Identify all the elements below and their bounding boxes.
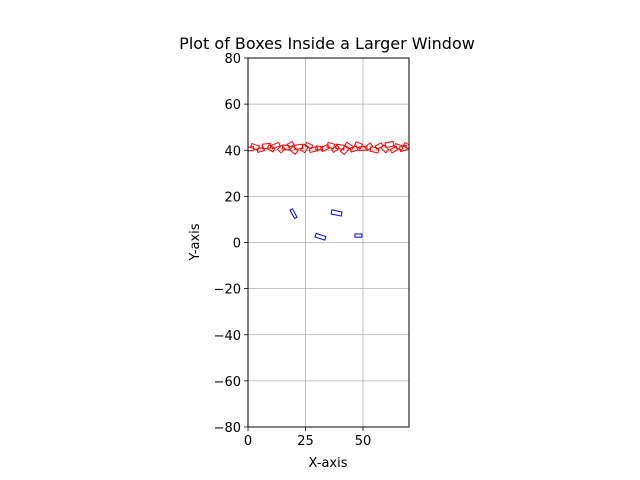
red-box bbox=[270, 141, 281, 150]
y-tick-label: −20 bbox=[214, 283, 241, 298]
red-box bbox=[286, 140, 295, 149]
x-axis-label: X-axis bbox=[309, 456, 348, 471]
red-box bbox=[374, 142, 384, 151]
red-box bbox=[281, 144, 291, 151]
red-box bbox=[349, 145, 359, 153]
ticks-layer: 0 25 50 −80 −60 −40 −20 0 20 40 60 80 bbox=[214, 52, 372, 449]
red-box bbox=[330, 144, 340, 154]
red-box bbox=[315, 145, 324, 151]
red-box bbox=[369, 146, 380, 154]
y-tick-label: 20 bbox=[224, 190, 241, 205]
chart-title: Plot of Boxes Inside a Larger Window bbox=[179, 34, 475, 53]
red-box bbox=[402, 141, 409, 150]
red-box bbox=[358, 145, 368, 152]
red-box bbox=[304, 141, 314, 150]
y-tick-label: 60 bbox=[224, 98, 241, 113]
red-box bbox=[393, 142, 404, 151]
blue-box bbox=[354, 233, 363, 238]
red-box bbox=[289, 145, 299, 155]
y-tick-label: 40 bbox=[224, 144, 241, 159]
red-box bbox=[384, 140, 395, 149]
red-box bbox=[319, 143, 331, 153]
y-tick-label: −80 bbox=[214, 421, 241, 436]
y-tick-label: −40 bbox=[214, 329, 241, 344]
red-box bbox=[339, 145, 350, 156]
red-box bbox=[299, 143, 309, 154]
red-box bbox=[364, 142, 374, 152]
blue-box bbox=[314, 232, 327, 241]
x-tick-label: 50 bbox=[355, 434, 372, 449]
red-box bbox=[326, 141, 336, 150]
marks-layer bbox=[248, 140, 409, 241]
y-tick-label: 0 bbox=[233, 237, 241, 252]
red-box bbox=[276, 144, 286, 154]
x-tick-label: 25 bbox=[297, 434, 314, 449]
red-box bbox=[308, 146, 319, 154]
y-tick-label: 80 bbox=[224, 52, 241, 67]
y-tick-label: −60 bbox=[214, 375, 241, 390]
red-box bbox=[344, 141, 355, 151]
blue-box bbox=[330, 209, 343, 217]
red-box bbox=[389, 145, 399, 154]
x-tick-label: 0 bbox=[244, 434, 252, 449]
y-axis-label: Y-axis bbox=[188, 223, 203, 261]
blue-box bbox=[289, 208, 298, 220]
